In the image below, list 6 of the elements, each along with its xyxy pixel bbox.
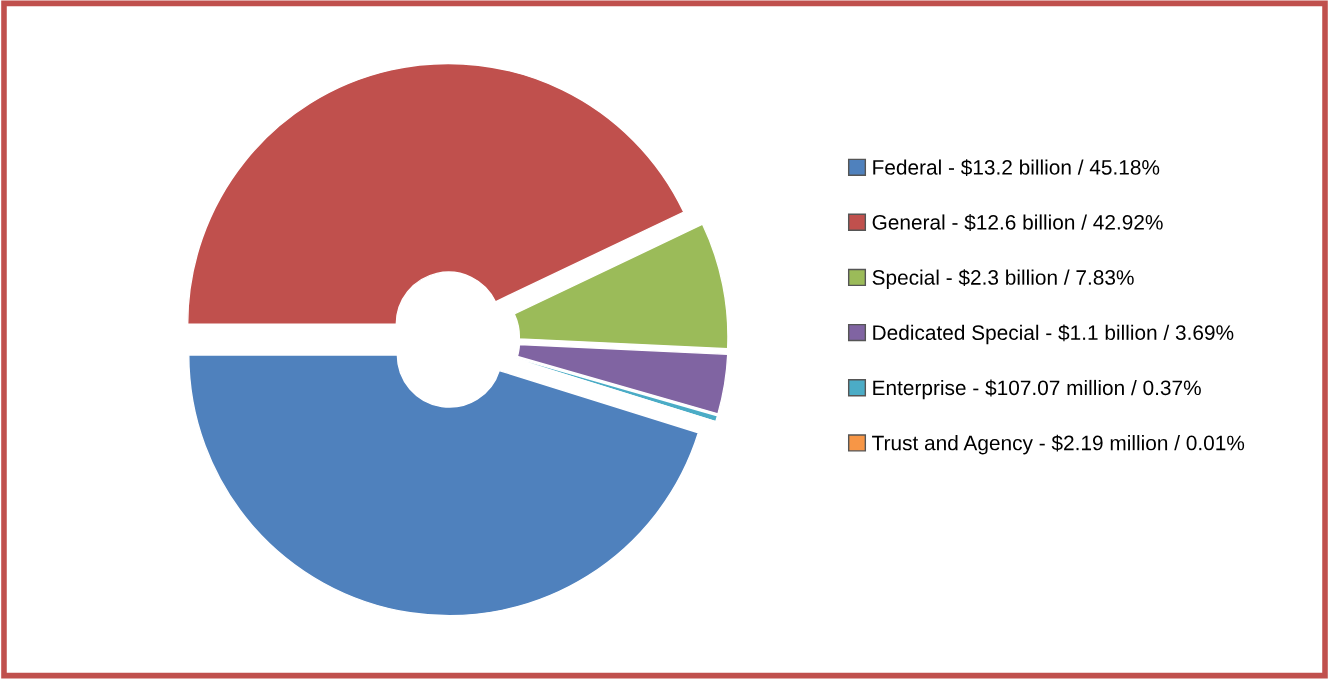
legend-label: Dedicated Special - $1.1 billion / 3.69% xyxy=(873,324,1234,345)
legend-label: Trust and Agency - $2.19 million / 0.01% xyxy=(872,434,1245,455)
legend-label: Special - $2.3 billion / 7.83% xyxy=(872,269,1134,289)
legend-label: General - $12.6 billion / 42.92% xyxy=(872,214,1163,231)
legend-label: Federal - $13.2 billion / 45.18% xyxy=(873,159,1160,176)
legend-label: Enterprise - $107.07 million / 0.37% xyxy=(873,379,1201,400)
